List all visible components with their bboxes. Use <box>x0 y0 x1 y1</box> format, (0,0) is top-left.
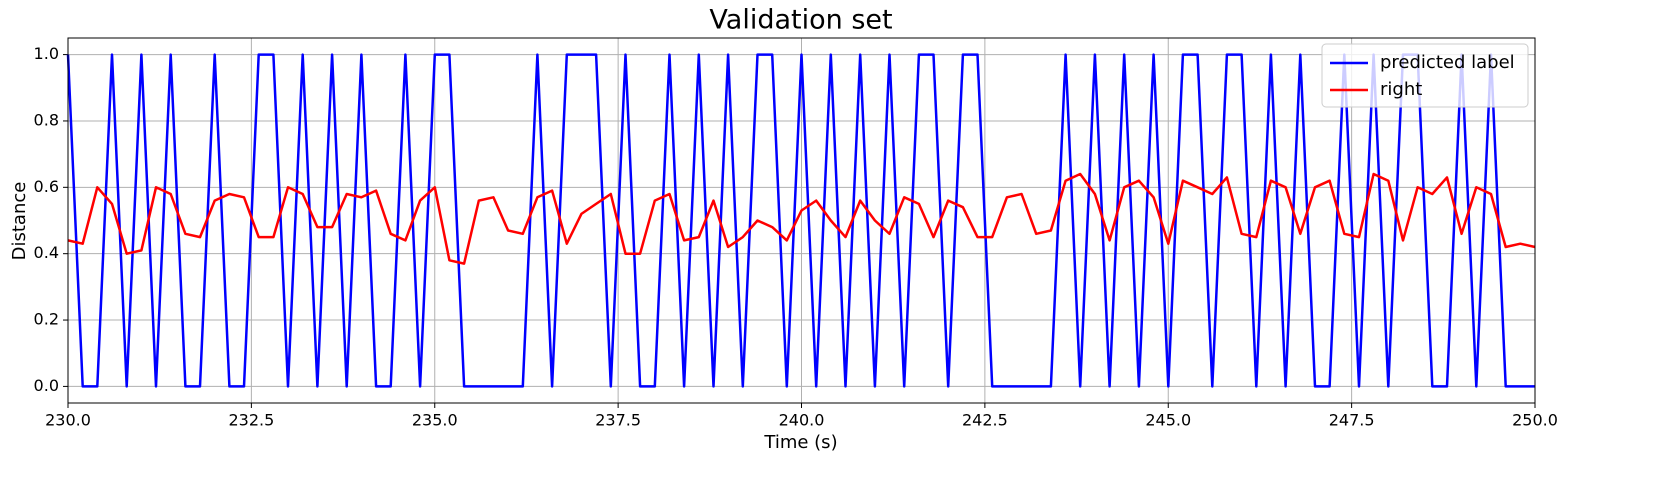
legend-label: right <box>1380 79 1422 100</box>
x-tick-label: 245.0 <box>1145 411 1191 430</box>
x-tick-label: 230.0 <box>45 411 91 430</box>
x-tick-label: 237.5 <box>595 411 641 430</box>
y-tick-label: 0.0 <box>34 376 59 395</box>
legend-box <box>1321 43 1529 108</box>
y-tick-label: 0.2 <box>34 310 59 329</box>
series-line <box>67 172 1536 265</box>
y-tick-label: 0.4 <box>34 243 59 262</box>
x-tick-label: 235.0 <box>412 411 458 430</box>
x-tick-label: 247.5 <box>1329 411 1375 430</box>
chart-title: Validation set <box>709 5 892 36</box>
x-axis-label: Time (s) <box>763 432 837 453</box>
y-axis-label: Distance <box>9 182 30 261</box>
y-tick-label: 0.6 <box>34 177 59 196</box>
x-tick-label: 242.5 <box>962 411 1008 430</box>
y-tick-label: 1.0 <box>34 44 59 63</box>
x-tick-label: 250.0 <box>1512 411 1558 430</box>
x-tick-label: 240.0 <box>779 411 825 430</box>
y-tick-label: 0.8 <box>34 110 59 129</box>
x-tick-label: 232.5 <box>228 411 274 430</box>
series-line <box>66 53 1535 388</box>
plot-frame <box>67 37 1536 404</box>
legend-label: predicted label <box>1380 52 1515 73</box>
